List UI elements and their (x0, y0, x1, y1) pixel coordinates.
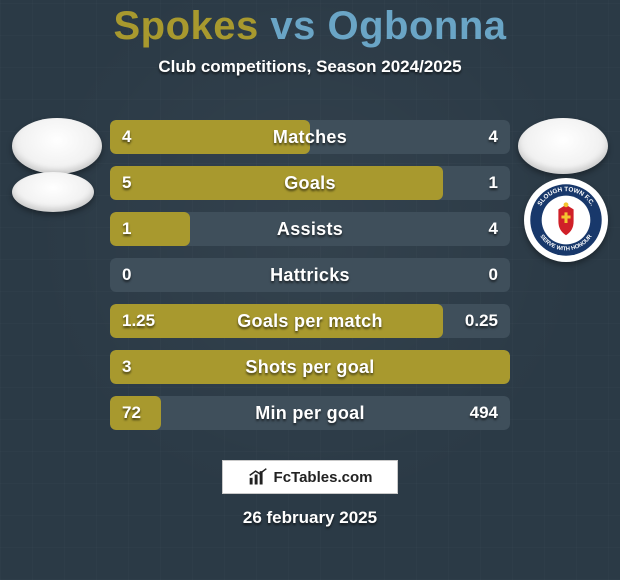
stat-bar: 00Hattricks (110, 258, 510, 292)
stat-label: Min per goal (110, 396, 510, 430)
stat-label: Goals per match (110, 304, 510, 338)
vs-separator: vs (259, 4, 328, 48)
player-a-name: Spokes (113, 4, 258, 48)
stat-label: Assists (110, 212, 510, 246)
club-crest-right-1 (518, 118, 608, 174)
stat-label: Shots per goal (110, 350, 510, 384)
page-title: Spokes vs Ogbonna (0, 4, 620, 49)
stat-bar: 44Matches (110, 120, 510, 154)
stats-bars: 44Matches 51Goals 14Assists 00Hattricks 1.25… (110, 120, 510, 430)
stat-bar: 72494Min per goal (110, 396, 510, 430)
subtitle: Club competitions, Season 2024/2025 (0, 57, 620, 77)
player-b-name: Ogbonna (327, 4, 506, 48)
bars-icon (248, 467, 268, 487)
footer-date: 26 february 2025 (0, 508, 620, 528)
footer-brand-text: FcTables.com (274, 469, 373, 486)
club-crest-left-2 (12, 172, 94, 212)
stat-label: Matches (110, 120, 510, 154)
stat-label: Hattricks (110, 258, 510, 292)
stat-bar: 14Assists (110, 212, 510, 246)
club-crest-right-2: SLOUGH TOWN F.C. SERVE WITH HONOUR (524, 178, 608, 262)
stat-bar: 51Goals (110, 166, 510, 200)
footer-brand: FcTables.com (222, 460, 398, 494)
stat-bar: 1.250.25Goals per match (110, 304, 510, 338)
stat-label: Goals (110, 166, 510, 200)
club-crest-left-1 (12, 118, 102, 174)
stat-bar: 3Shots per goal (110, 350, 510, 384)
